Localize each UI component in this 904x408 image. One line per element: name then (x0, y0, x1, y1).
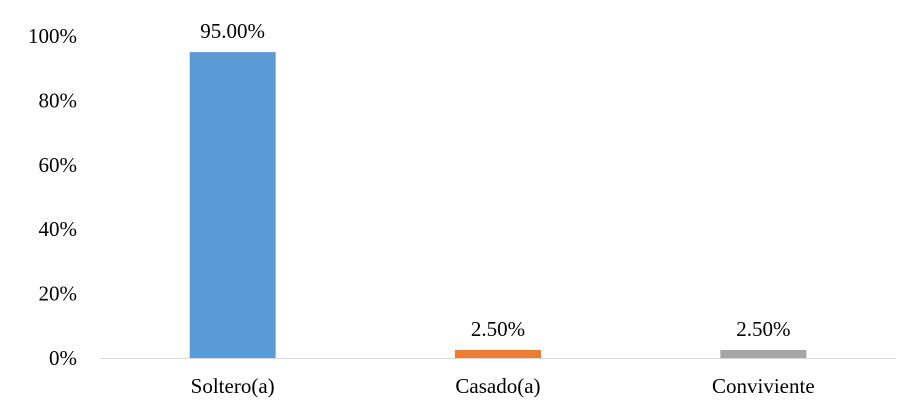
bar (189, 52, 276, 358)
y-tick-label: 60% (39, 153, 78, 177)
y-tick-label: 0% (49, 346, 77, 370)
x-tick-label: Conviviente (712, 374, 815, 398)
data-label: 2.50% (471, 317, 525, 341)
bar (720, 349, 807, 358)
y-tick-label: 20% (39, 282, 78, 306)
y-tick-label: 40% (39, 217, 78, 241)
data-label: 95.00% (200, 19, 265, 43)
y-tick-label: 80% (39, 88, 78, 112)
data-label: 2.50% (736, 317, 790, 341)
y-tick-label: 100% (28, 24, 77, 48)
x-tick-label: Casado(a) (455, 374, 540, 398)
x-tick-label: Soltero(a) (191, 374, 275, 398)
bar (455, 349, 541, 358)
